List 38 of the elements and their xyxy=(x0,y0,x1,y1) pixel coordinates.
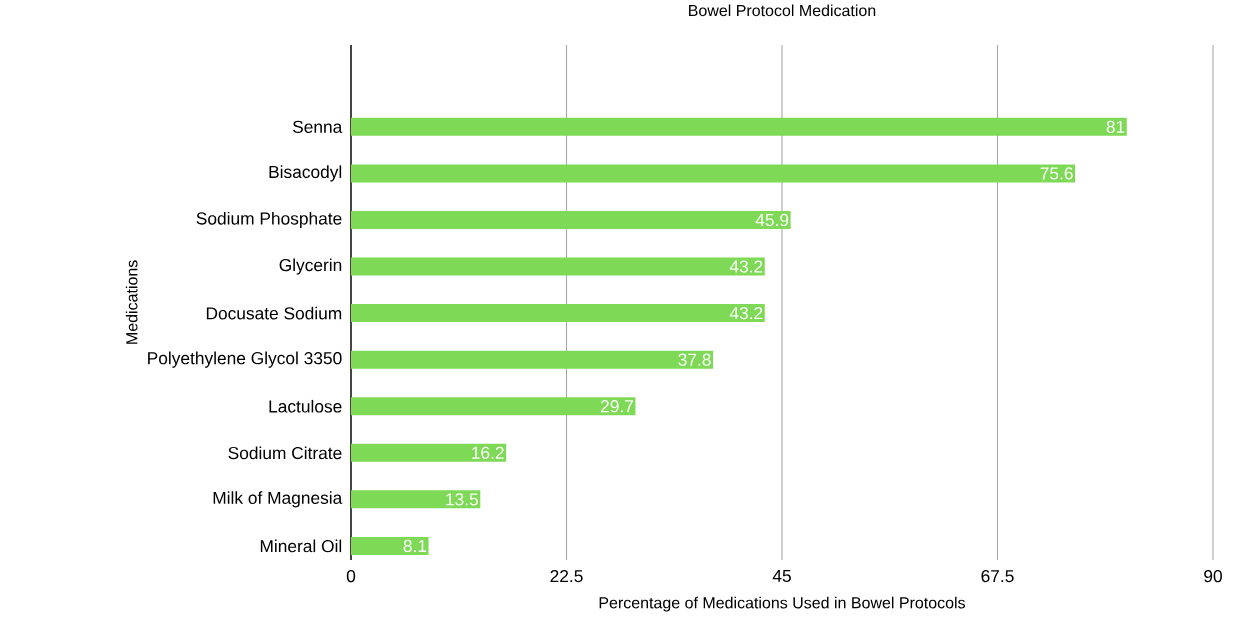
data-label: 8.1 xyxy=(403,539,427,553)
bar xyxy=(351,164,1076,183)
data-label: 45.9 xyxy=(755,213,789,227)
bar xyxy=(351,397,636,416)
bar xyxy=(351,443,507,462)
x-axis-title: Percentage of Medications Used in Bowel Protocols xyxy=(599,596,965,612)
x-tick-label: 67.5 xyxy=(981,569,1014,583)
bar xyxy=(351,536,429,555)
bar xyxy=(351,257,765,276)
data-label: 81 xyxy=(1106,120,1125,134)
data-label: 75.6 xyxy=(1040,167,1073,180)
x-tick-label: 45 xyxy=(772,569,791,583)
bar xyxy=(351,350,714,369)
chart-title: Bowel Protocol Medication xyxy=(689,4,876,17)
data-label: 29.7 xyxy=(601,400,633,413)
y-tick-label: Polyethylene Glycol 3350 xyxy=(148,351,342,368)
x-tick-label: 90 xyxy=(1204,569,1222,583)
data-label: 43.2 xyxy=(729,260,763,273)
x-tick-label: 22.5 xyxy=(550,569,583,583)
data-label: 37.8 xyxy=(678,353,711,366)
bar xyxy=(351,211,791,230)
data-label: 16.2 xyxy=(472,446,504,459)
y-tick-label: Bisacodyl xyxy=(269,165,342,182)
y-tick-label: Lactulose xyxy=(269,399,342,413)
y-tick-label: Sodium Phosphate xyxy=(196,211,342,229)
bar xyxy=(351,490,481,509)
x-tick-label: 0 xyxy=(346,569,356,583)
bar xyxy=(351,304,765,323)
y-tick-label: Senna xyxy=(292,120,343,134)
data-label: 43.2 xyxy=(729,307,763,320)
data-label: 13.5 xyxy=(446,493,478,506)
y-tick-label: Milk of Magnesia xyxy=(213,491,343,508)
y-tick-label: Docusate Sodium xyxy=(206,306,342,320)
y-tick-label: Glycerin xyxy=(279,258,342,275)
y-tick-label: Sodium Citrate xyxy=(228,446,342,460)
y-axis-title: Medications xyxy=(125,260,138,344)
bar xyxy=(351,117,1127,136)
y-tick-label: Mineral Oil xyxy=(260,539,342,553)
